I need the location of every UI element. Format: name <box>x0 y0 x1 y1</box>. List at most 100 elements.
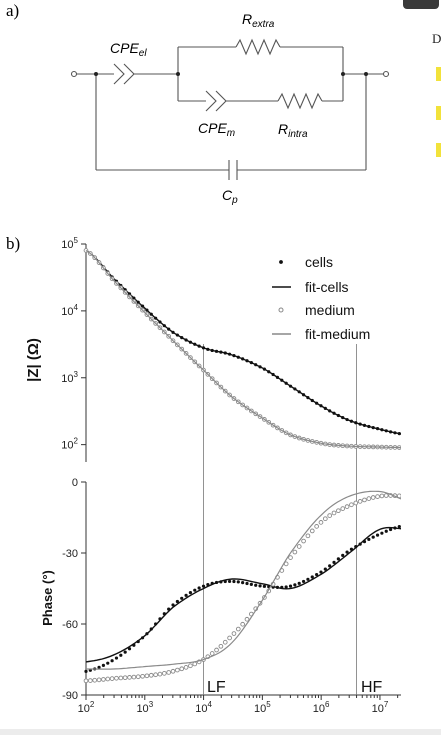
bottom-scroll-bar[interactable] <box>0 729 441 735</box>
phase-point-medium <box>301 538 306 544</box>
node-dot <box>94 72 98 76</box>
phase-point-medium <box>218 643 224 649</box>
phase-point-cells <box>293 583 297 587</box>
phase-point-medium <box>379 493 385 499</box>
phase-point-cells <box>315 572 319 577</box>
node-dot <box>341 72 345 76</box>
phase-point-medium <box>127 675 132 680</box>
phase-point-cells <box>188 591 193 595</box>
phase-point-medium <box>188 663 193 669</box>
phase-point-medium <box>292 549 298 555</box>
phase-point-medium <box>140 673 145 679</box>
impedance-y-tick-label: 102 <box>61 437 78 452</box>
phase-point-cells <box>171 603 175 607</box>
phase-point-cells <box>310 575 314 579</box>
phase-point-medium <box>340 506 346 511</box>
phase-point-medium <box>349 502 354 508</box>
node-dot <box>176 72 180 76</box>
phase-x-tick-label: 104 <box>195 700 212 715</box>
phase-point-cells <box>345 550 349 554</box>
figure-canvas: a) CPE <box>6 1 401 715</box>
phase-point-medium <box>227 635 232 641</box>
phase-point-cells <box>319 570 323 574</box>
phase-point-cells <box>241 580 245 585</box>
phase-point-medium <box>231 631 237 636</box>
phase-point-medium <box>153 672 158 678</box>
phase-y-tick-label: 0 <box>72 477 78 489</box>
phase-point-medium <box>288 555 293 560</box>
legend-marker-cells <box>279 260 283 264</box>
phase-point-medium <box>244 616 250 622</box>
phase-point-medium <box>148 672 154 678</box>
impedance-line-fit-cells <box>85 249 401 435</box>
phase-point-medium <box>214 647 219 653</box>
phase-point-medium <box>296 544 302 549</box>
phase-point-cells <box>262 584 267 588</box>
phase-point-cells <box>197 586 201 590</box>
phase-point-cells <box>110 659 114 663</box>
phase-point-cells <box>232 579 236 584</box>
phase-point-medium <box>366 496 372 501</box>
c-p-label: Cp <box>222 187 238 206</box>
phase-point-medium <box>331 510 337 516</box>
phase-point-medium <box>161 671 167 676</box>
phase-point-cells <box>101 663 106 667</box>
phase-point-medium <box>114 675 119 681</box>
hf-marker-label: HF <box>361 679 383 696</box>
phase-point-cells <box>245 581 249 586</box>
terminal-right <box>382 70 390 78</box>
phase-point-cells <box>84 669 88 673</box>
phase-point-cells <box>127 647 132 651</box>
r-extra-label: Rextra <box>242 11 275 30</box>
r-intra-label: Rintra <box>278 121 308 140</box>
phase-x-tick-label: 106 <box>313 700 330 715</box>
impedance-y-tick-label: 105 <box>61 236 78 251</box>
phase-point-cells <box>328 564 332 568</box>
phase-line-fit-medium <box>86 490 401 670</box>
phase-point-medium <box>309 528 315 534</box>
chart-legend: cells fit-cells medium fit-medium <box>272 254 370 342</box>
terminal-left <box>70 70 78 78</box>
impedance-y-tick-label: 104 <box>61 303 78 318</box>
toolbar-tab[interactable] <box>403 0 439 9</box>
phase-point-cells <box>227 579 232 584</box>
figure: a) CPE <box>6 1 401 715</box>
phase-point-cells <box>180 596 184 600</box>
phase-point-cells <box>119 653 123 657</box>
phase-point-cells <box>106 661 110 665</box>
legend-label-fit-cells: fit-cells <box>305 279 349 295</box>
phase-point-cells <box>258 584 262 588</box>
phase-point-medium <box>101 677 106 682</box>
phase-point-medium <box>105 676 111 682</box>
phase-point-medium <box>183 665 189 670</box>
highlight-mark <box>436 67 441 81</box>
phase-point-medium <box>131 674 137 680</box>
phase-point-medium <box>118 675 124 681</box>
phase-point-cells <box>336 557 340 561</box>
node-dot <box>364 72 368 76</box>
phase-x-tick-label: 105 <box>254 700 271 715</box>
phase-point-cells <box>123 650 127 654</box>
phase-point-medium <box>92 677 98 683</box>
phase-point-medium <box>357 499 363 504</box>
phase-point-medium <box>166 670 172 675</box>
phase-point-medium <box>314 524 319 529</box>
phase-point-medium <box>344 504 350 509</box>
phase-point-medium <box>318 520 324 525</box>
lf-marker-label: LF <box>207 679 226 696</box>
legend-label-fit-medium: fit-medium <box>305 326 370 342</box>
highlight-mark <box>436 106 441 120</box>
phase-point-cells <box>397 525 401 529</box>
phase-point-medium <box>209 651 215 656</box>
phase-point-medium <box>88 678 93 683</box>
phase-point-cells <box>388 527 393 532</box>
panel-b-label: b) <box>6 234 20 253</box>
cpe-m-label: CPEm <box>198 120 235 139</box>
phase-point-medium <box>135 674 141 680</box>
phase-point-cells <box>341 553 345 557</box>
phase-point-cells <box>306 577 310 581</box>
phase-point-medium <box>240 621 245 627</box>
phase-point-cells <box>114 656 119 660</box>
phase-point-cells <box>367 537 371 541</box>
